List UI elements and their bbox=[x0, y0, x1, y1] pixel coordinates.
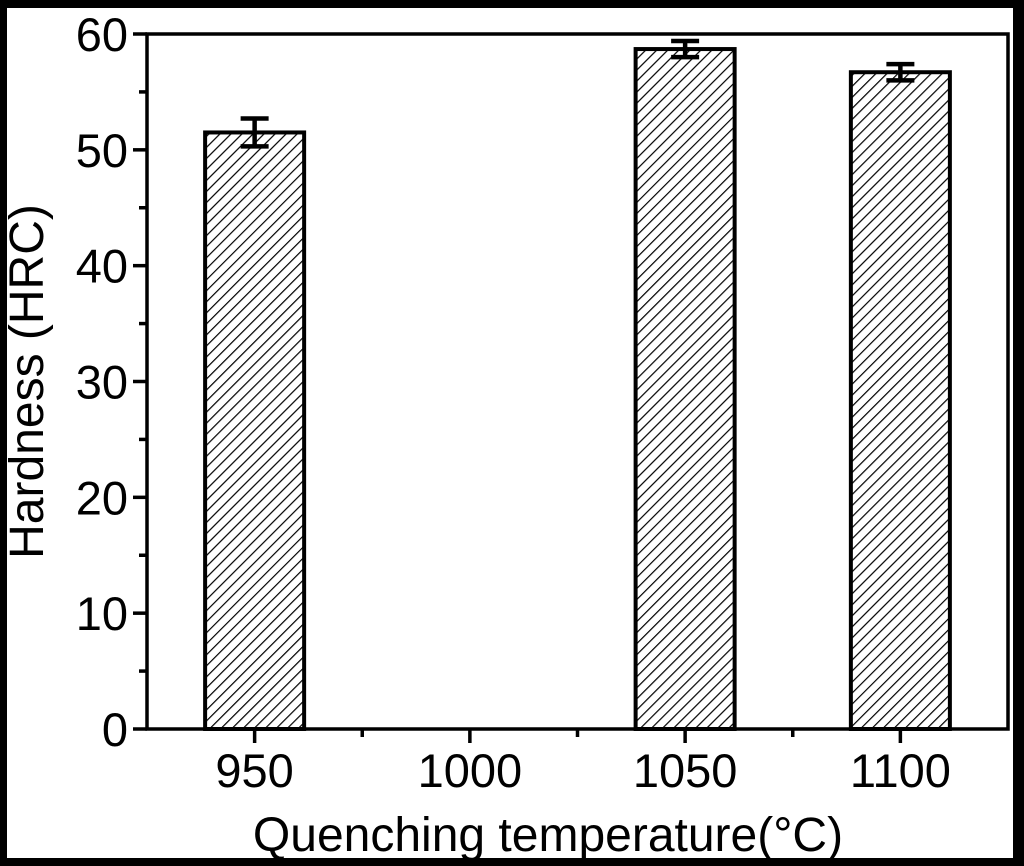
bar-1100 bbox=[848, 70, 952, 732]
x-tick-label: 1000 bbox=[418, 744, 523, 797]
error-bar-950 bbox=[240, 116, 269, 149]
y-axis-ticks: 0 10 20 30 40 50 60 bbox=[76, 8, 147, 756]
x-tick-label: 1100 bbox=[850, 744, 951, 797]
y-axis-title: Hardness (HRC) bbox=[1, 204, 54, 559]
y-tick-label: 20 bbox=[76, 471, 128, 524]
bar-950 bbox=[203, 130, 307, 732]
figure-canvas bbox=[7, 8, 1013, 858]
x-tick-label: 1050 bbox=[633, 744, 738, 797]
x-axis-title: Quenching temperature(°C) bbox=[253, 809, 843, 862]
y-tick-label: 30 bbox=[76, 355, 128, 408]
x-axis-ticks: 950 1000 1050 1100 bbox=[215, 729, 951, 797]
y-tick-label: 0 bbox=[102, 703, 128, 756]
y-tick-label: 50 bbox=[76, 124, 128, 177]
bar-group-950 bbox=[203, 116, 307, 732]
bar-1050 bbox=[633, 47, 737, 731]
error-bar-1050 bbox=[671, 38, 700, 60]
bar-group-1050 bbox=[633, 38, 737, 731]
error-bar-1100 bbox=[886, 61, 915, 83]
x-tick-label: 950 bbox=[215, 744, 293, 797]
y-tick-label: 60 bbox=[76, 8, 128, 61]
bar-group-1100 bbox=[848, 61, 952, 732]
y-tick-label: 10 bbox=[76, 587, 128, 640]
y-tick-label: 40 bbox=[76, 240, 128, 293]
